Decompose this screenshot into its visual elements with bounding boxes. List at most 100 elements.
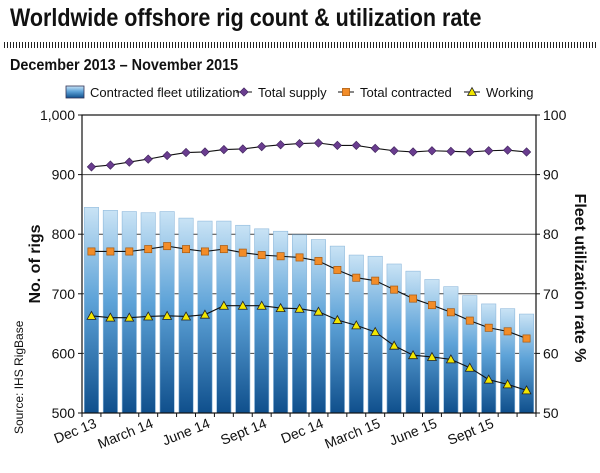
point-square-22	[503, 327, 512, 336]
series-line-diamond	[91, 142, 527, 168]
point-diamond-23	[521, 147, 532, 157]
bar-2	[121, 211, 137, 414]
point-square-3	[144, 245, 153, 254]
bar-17	[405, 270, 421, 414]
point-triangle-1	[105, 312, 116, 322]
point-triangle-11	[294, 303, 305, 313]
y-tick-label: 1,000	[40, 107, 75, 123]
point-diamond-22	[503, 145, 513, 155]
legend-item: Contracted fleet utilization	[65, 85, 240, 100]
x-tick-label: Dec 14	[278, 415, 325, 447]
point-square-11	[295, 253, 304, 262]
point-square-13	[333, 266, 342, 274]
bar-23	[519, 313, 535, 414]
legend-item: Total supply	[236, 85, 327, 100]
legend-marker	[342, 88, 350, 96]
gridlines	[82, 174, 536, 354]
point-diamond-10	[276, 140, 286, 150]
point-triangle-7	[218, 300, 229, 310]
point-triangle-5	[180, 311, 192, 321]
point-triangle-22	[502, 379, 513, 389]
x-tick-label: Sept 15	[445, 415, 496, 448]
point-diamond-1	[105, 160, 115, 170]
y-tick-label: 900	[52, 167, 76, 183]
y-tick-label: 500	[52, 405, 76, 421]
bar-12	[310, 239, 326, 414]
point-square-6	[201, 247, 209, 256]
point-square-18	[428, 301, 436, 310]
point-square-15	[371, 276, 380, 285]
point-triangle-9	[256, 300, 267, 310]
point-diamond-18	[427, 146, 437, 156]
point-triangle-19	[445, 354, 456, 364]
point-diamond-13	[332, 140, 342, 151]
bar-21	[481, 303, 497, 414]
x-tick-label: March 14	[95, 415, 155, 452]
point-triangle-4	[162, 310, 173, 320]
point-triangle-2	[124, 312, 135, 322]
legend-label: Working	[486, 85, 533, 100]
y2-tick-label: 60	[543, 345, 559, 361]
y2-tick-label: 50	[543, 405, 559, 421]
y-tick-label: 800	[52, 226, 76, 242]
legend-label: Total supply	[258, 85, 327, 100]
point-triangle-14	[351, 320, 362, 330]
point-square-10	[276, 252, 285, 261]
point-square-4	[163, 242, 172, 251]
series-line-square	[91, 245, 527, 340]
point-diamond-7	[219, 144, 229, 155]
series-triangle	[86, 300, 532, 395]
series-line-triangle	[91, 305, 527, 391]
bar-22	[500, 308, 516, 414]
point-triangle-10	[275, 302, 286, 313]
x-tick-label: June 15	[387, 415, 439, 449]
point-square-1	[106, 247, 115, 256]
point-diamond-3	[143, 154, 153, 164]
point-square-20	[465, 316, 474, 325]
point-diamond-0	[86, 162, 97, 172]
point-diamond-14	[351, 140, 361, 151]
y2-tick-label: 90	[543, 167, 559, 183]
point-diamond-9	[257, 141, 267, 152]
series-square	[87, 242, 531, 343]
point-diamond-12	[313, 138, 324, 148]
point-diamond-17	[408, 147, 418, 157]
y-tick-label: 600	[52, 345, 76, 361]
point-diamond-11	[294, 138, 305, 149]
point-triangle-12	[313, 306, 324, 316]
point-triangle-13	[332, 314, 343, 324]
bar-19	[443, 286, 459, 414]
bar-18	[424, 279, 440, 414]
legend-item: Total contracted	[338, 85, 452, 100]
point-square-14	[352, 273, 361, 282]
bar-0	[83, 207, 99, 414]
point-square-19	[446, 308, 455, 317]
line-series	[86, 138, 532, 395]
title-divider	[4, 42, 596, 48]
x-tick-label: June 14	[160, 415, 212, 449]
point-square-7	[219, 245, 228, 254]
point-diamond-19	[446, 146, 456, 156]
legend-marker	[466, 86, 478, 96]
y-tick-label: 700	[52, 286, 76, 302]
point-square-9	[257, 251, 266, 260]
legend-swatch	[65, 85, 85, 99]
point-diamond-16	[389, 146, 399, 156]
bar-11	[292, 234, 308, 414]
point-diamond-8	[238, 144, 248, 154]
chart-title: Worldwide offshore rig count & utilizati…	[10, 4, 482, 32]
point-diamond-5	[181, 147, 191, 158]
x-tick-label: Sept 14	[218, 415, 269, 448]
legend-label: Total contracted	[360, 85, 452, 100]
point-square-17	[409, 294, 417, 303]
y2-axis-label: Fleet utilization rate %	[571, 194, 588, 363]
point-square-23	[522, 334, 531, 343]
point-diamond-4	[162, 150, 172, 161]
y2-tick-label: 100	[543, 107, 567, 123]
point-diamond-6	[200, 147, 210, 157]
bar-1	[102, 210, 118, 414]
y2-tick-label: 80	[543, 226, 559, 242]
y2-tick-label: 70	[543, 286, 559, 302]
point-square-8	[238, 248, 247, 257]
